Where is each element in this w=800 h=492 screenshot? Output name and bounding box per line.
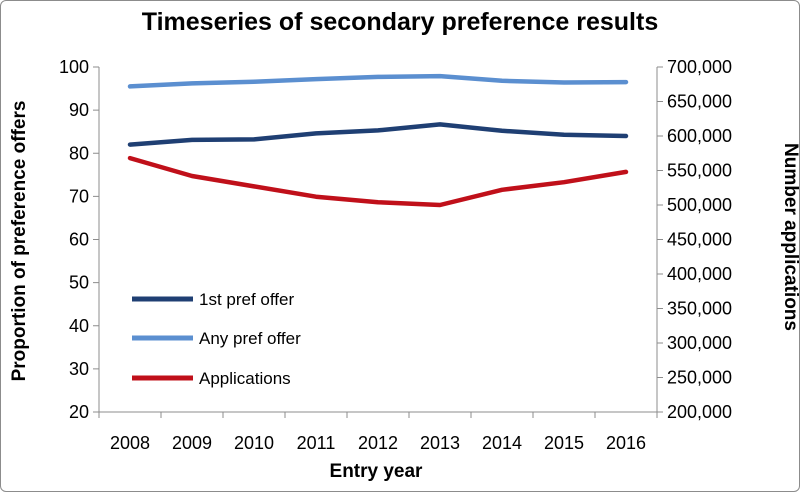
y2-tick-label: 400,000 <box>667 264 732 284</box>
x-tick-label: 2013 <box>420 433 460 453</box>
y2-axis-label: Number applications <box>780 143 799 331</box>
x-tick-label: 2009 <box>172 433 212 453</box>
legend: 1st pref offer Any pref offer Applicatio… <box>132 290 301 388</box>
y-tick-label: 70 <box>69 186 89 206</box>
series-line-1st-pref-offer <box>127 122 629 147</box>
y2-tick-label: 650,000 <box>667 92 732 112</box>
y2-tick-label: 300,000 <box>667 333 732 353</box>
y2-tick-label: 200,000 <box>667 402 732 422</box>
x-tick-label: 2008 <box>110 433 150 453</box>
y-tick-label: 100 <box>59 57 89 77</box>
chart-title: Timeseries of secondary preference resul… <box>142 8 658 36</box>
y2-tick-label: 600,000 <box>667 126 732 146</box>
y-tick-label: 90 <box>69 100 89 120</box>
y2-tick-label: 550,000 <box>667 161 732 181</box>
x-tick-label: 2015 <box>544 433 584 453</box>
series-line-applications <box>127 155 629 208</box>
y2-tick-label: 500,000 <box>667 195 732 215</box>
y-tick-label: 40 <box>69 316 89 336</box>
legend-label-any-pref-offer: Any pref offer <box>199 329 301 348</box>
x-tick-label: 2012 <box>358 433 398 453</box>
y-tick-label: 60 <box>69 230 89 250</box>
y-tick-label: 30 <box>69 359 89 379</box>
y-tick-label: 50 <box>69 273 89 293</box>
y-tick-label: 80 <box>69 143 89 163</box>
y-axis-label: Proportion of preference offers <box>9 101 30 382</box>
series-line-any-pref-offer <box>127 73 629 89</box>
y-tick-label: 20 <box>69 402 89 422</box>
x-tick-label: 2010 <box>234 433 274 453</box>
y2-tick-label: 450,000 <box>667 230 732 250</box>
legend-label-applications: Applications <box>199 369 291 388</box>
y2-tick-label: 250,000 <box>667 368 732 388</box>
legend-label-1st-pref-offer: 1st pref offer <box>199 290 294 309</box>
x-axis-label: Entry year <box>330 461 424 482</box>
x-tick-label: 2014 <box>482 433 522 453</box>
x-tick-label: 2011 <box>297 433 336 453</box>
y2-tick-label: 350,000 <box>667 299 732 319</box>
x-tick-label: 2016 <box>606 433 646 453</box>
y2-tick-label: 700,000 <box>667 57 732 77</box>
